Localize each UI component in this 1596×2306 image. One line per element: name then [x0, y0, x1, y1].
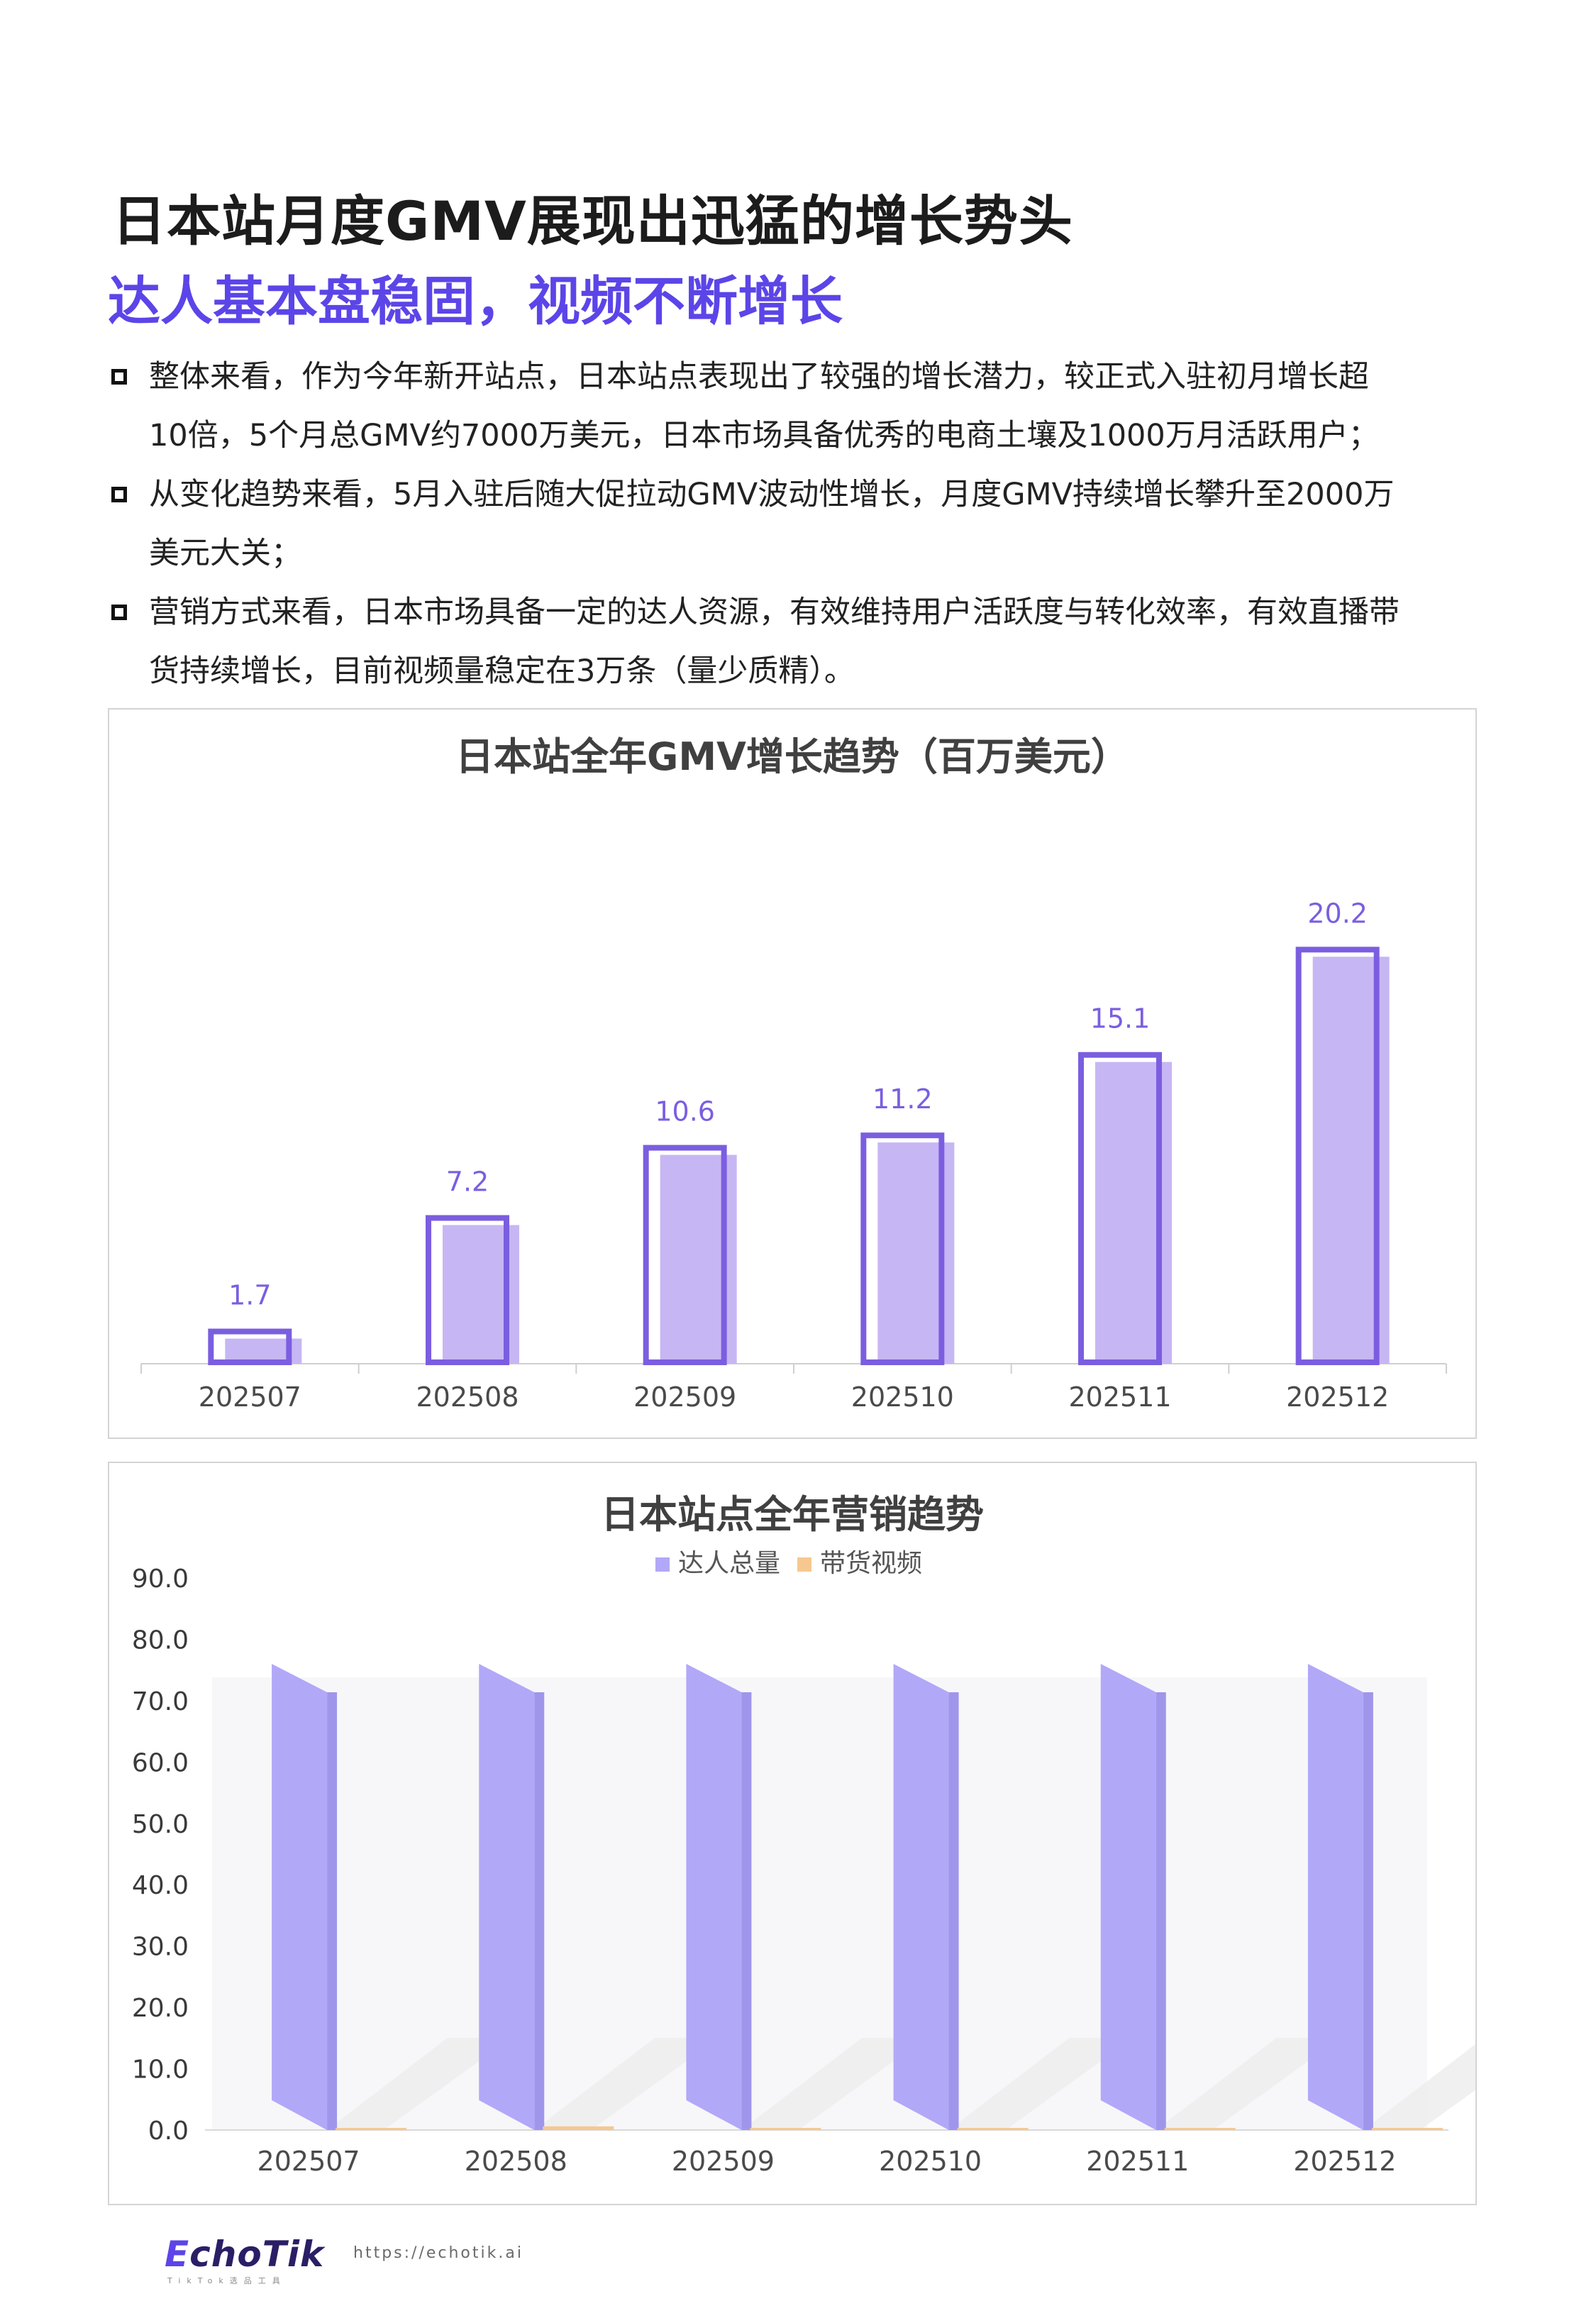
creator-total-bar-side — [1363, 1692, 1373, 2130]
y-tick-label: 90.0 — [132, 1565, 189, 1594]
x-tick-label: 202508 — [416, 1381, 519, 1413]
bar-shadow — [327, 2038, 512, 2130]
gmv-data-label: 20.2 — [1307, 898, 1368, 929]
gmv-bar — [1078, 1052, 1162, 1365]
gmv-chart-panel: 日本站全年GMV增长趋势（百万美元） 1.7 202507 7.2 202508 10.… — [108, 708, 1477, 1439]
creator-total-bar-side — [1156, 1692, 1166, 2130]
marketing-chart-title: 日本站点全年营销趋势 — [601, 1492, 984, 1537]
checkbox-square-icon — [111, 605, 127, 620]
echotik-logo: EchoTik — [165, 2234, 325, 2275]
creator-total-bar — [686, 1664, 742, 2130]
gmv-data-label: 7.2 — [446, 1166, 489, 1198]
bullet-item: 整体来看，作为今年新开站点，日本站点表现出了较强的增长潜力，较正式入驻初月增长超… — [110, 348, 1500, 465]
x-tick-label: 202508 — [465, 2146, 567, 2177]
video-bar — [1371, 2128, 1443, 2130]
creator-total-bar — [272, 1664, 328, 2130]
creator-total-bar-side — [741, 1692, 752, 2130]
x-tick-label: 202512 — [1293, 2146, 1396, 2177]
creator-total-bar-side — [948, 1692, 959, 2130]
video-bar — [957, 2128, 1029, 2130]
x-tick-label: 202507 — [257, 2146, 360, 2177]
y-tick-label: 60.0 — [132, 1748, 189, 1777]
bar-shadow — [741, 2038, 926, 2130]
bullet-item: 营销方式来看，日本市场具备一定的达人资源，有效维持用户活跃度与转化效率，有效直播… — [110, 583, 1500, 701]
gmv-bar — [643, 1144, 727, 1365]
y-tick-label: 10.0 — [132, 2056, 189, 2085]
bullet-line: 从变化趋势来看，5月入驻后随大促拉动GMV波动性增长，月度GMV持续增长攀升至2… — [149, 477, 1395, 512]
y-tick-label: 30.0 — [132, 1933, 189, 1962]
legend-label: 达人总量 — [678, 1549, 780, 1578]
marketing-bar-chart: 达人总量 带货视频 0.0 10.0 20.0 30.0 40.0 50.0 60.0 70.0 8… — [132, 1549, 1475, 2177]
creator-total-bar-side — [327, 1692, 338, 2130]
gmv-bar-chart: 1.7 202507 7.2 202508 10.6 202509 11.2 202510 15… — [140, 898, 1447, 1413]
legend-swatch — [797, 1557, 811, 1572]
page-title: 日本站月度GMV展现出迅猛的增长势头 — [112, 189, 1073, 253]
gmv-data-label: 15.1 — [1090, 1003, 1151, 1035]
y-tick-label: 0.0 — [148, 2117, 189, 2146]
x-tick-label: 202510 — [851, 1381, 954, 1413]
creator-total-bar — [1307, 1664, 1363, 2130]
video-bar — [750, 2128, 821, 2130]
x-tick-label: 202512 — [1286, 1381, 1389, 1413]
chart-back-wall — [212, 1677, 1427, 2130]
gmv-data-label: 1.7 — [228, 1280, 271, 1311]
y-tick-label: 40.0 — [132, 1871, 189, 1900]
y-tick-label: 80.0 — [132, 1626, 189, 1655]
creator-total-bar — [893, 1664, 949, 2130]
x-tick-label: 202509 — [633, 1381, 736, 1413]
x-tick-label: 202507 — [199, 1381, 301, 1413]
y-tick-label: 70.0 — [132, 1687, 189, 1716]
gmv-data-label: 11.2 — [872, 1083, 933, 1115]
creator-total-bar — [1100, 1664, 1156, 2130]
footer-tagline: TikTok选品工具 — [167, 2276, 287, 2285]
marketing-chart-panel: 日本站点全年营销趋势 达人总量 带货视频 0.0 10.0 20.0 30.0 40.0 50… — [108, 1462, 1477, 2205]
video-bar — [543, 2126, 614, 2130]
checkbox-square-icon — [111, 369, 127, 385]
y-tick-label: 20.0 — [132, 1994, 189, 2023]
bullet-line: 美元大关； — [149, 536, 301, 571]
legend-swatch — [655, 1557, 670, 1572]
x-tick-label: 202511 — [1068, 1381, 1171, 1413]
footer-url[interactable]: https://echotik.ai — [353, 2244, 523, 2262]
bullet-line: 10倍，5个月总GMV约7000万美元，日本市场具备优秀的电商土壤及1000万月… — [149, 418, 1379, 453]
bullet-list: 整体来看，作为今年新开站点，日本站点表现出了较强的增长潜力，较正式入驻初月增长超… — [110, 348, 1500, 701]
x-tick-label: 202511 — [1086, 2146, 1189, 2177]
bar-shadow — [948, 2038, 1134, 2130]
bar-shadow — [1156, 2038, 1341, 2130]
gmv-bar — [426, 1215, 509, 1366]
gmv-data-label: 10.6 — [655, 1096, 715, 1127]
gmv-bar — [208, 1328, 292, 1366]
y-tick-label: 50.0 — [132, 1810, 189, 1839]
legend-label: 带货视频 — [820, 1549, 922, 1578]
x-tick-label: 202510 — [879, 2146, 982, 2177]
bar-shadow — [534, 2038, 719, 2130]
video-bar — [1164, 2128, 1236, 2130]
bullet-line: 整体来看，作为今年新开站点，日本站点表现出了较强的增长潜力，较正式入驻初月增长超 — [149, 359, 1369, 395]
gmv-bar — [860, 1132, 945, 1365]
gmv-chart-title: 日本站全年GMV增长趋势（百万美元） — [455, 734, 1129, 779]
creator-total-bar — [479, 1664, 535, 2130]
x-tick-label: 202509 — [672, 2146, 775, 2177]
checkbox-square-icon — [111, 487, 127, 502]
video-bar — [336, 2128, 407, 2130]
creator-total-bar-side — [534, 1692, 545, 2130]
bullet-line: 货持续增长，目前视频量稳定在3万条（量少质精）。 — [149, 653, 855, 689]
bullet-line: 营销方式来看，日本市场具备一定的达人资源，有效维持用户活跃度与转化效率，有效直播… — [149, 595, 1400, 630]
gmv-bar — [1295, 947, 1380, 1365]
page-subtitle: 达人基本盘稳固，视频不断增长 — [108, 271, 843, 332]
bullet-item: 从变化趋势来看，5月入驻后随大促拉动GMV波动性增长，月度GMV持续增长攀升至2… — [110, 465, 1500, 583]
